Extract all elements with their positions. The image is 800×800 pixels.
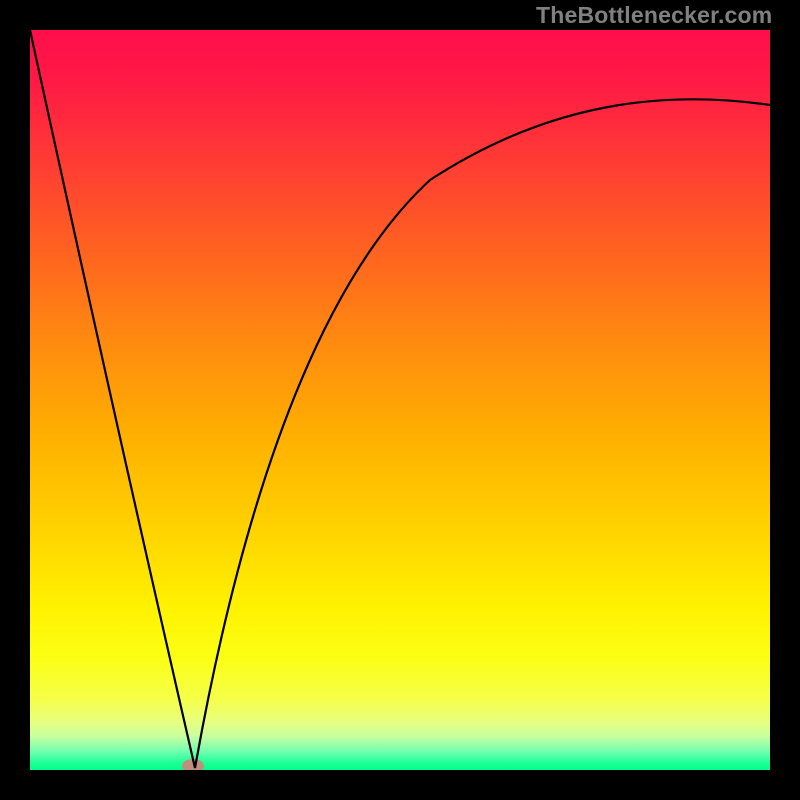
gradient-background <box>30 30 770 770</box>
frame-left <box>0 0 30 800</box>
frame-right <box>770 0 800 800</box>
frame-bottom <box>0 770 800 800</box>
bottleneck-chart <box>0 0 800 800</box>
watermark-text: TheBottlenecker.com <box>536 2 772 29</box>
